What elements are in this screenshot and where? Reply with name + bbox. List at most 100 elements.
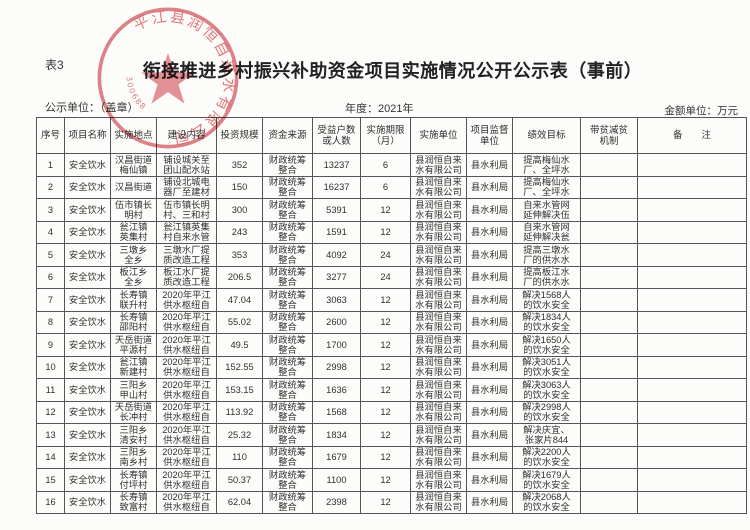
remarks-cell xyxy=(637,423,747,447)
funding-source-cell: 财政统筹 整合 xyxy=(262,265,313,289)
period-cell: 12 xyxy=(360,198,411,222)
table-row: 13 安全饮水 三阳乡 清安村 2020年平江 供水枢纽自 25.32 财政统筹 整合 18… xyxy=(36,423,747,447)
beneficiaries-cell: 1100 xyxy=(312,468,361,492)
investment-scale-cell: 300 xyxy=(216,198,263,222)
publishing-unit-label: 公示单位：（盖章） xyxy=(45,102,139,114)
location-cell: 汉昌街道 xyxy=(110,175,157,199)
investment-scale-cell: 62.04 xyxy=(216,490,263,514)
funding-source-cell: 财政统筹 整合 xyxy=(262,243,313,267)
performance-target-cell: 解决1834人 的饮水安全 xyxy=(512,310,581,334)
funding-source-cell: 财政统筹 整合 xyxy=(262,355,313,379)
construction-content-cell: 三墩水厂提 质改造工程 xyxy=(156,243,217,267)
project-name-cell: 安全饮水 xyxy=(64,333,111,357)
implementing-unit-cell: 县润恒自来 水有限公司 xyxy=(410,378,467,402)
serial-cell: 2 xyxy=(36,175,65,199)
poverty-reduction-mechanism-cell xyxy=(580,175,638,199)
beneficiaries-cell: 16237 xyxy=(312,175,361,199)
table-row: 3 安全饮水 伍市镇长 明村 伍市镇长明 村、三和村 300 财政统筹 整合 5391 12 县… xyxy=(36,198,747,222)
poverty-reduction-mechanism-cell xyxy=(580,468,638,492)
investment-scale-cell: 55.02 xyxy=(216,310,263,334)
table-number-label: 表3 xyxy=(45,58,64,72)
location-cell: 长寿镇 邵阳村 xyxy=(110,310,157,334)
projects-table: 序号 项目名称 实施地点 建设内容 投资规模 资金来源 受益户数 或人数 实施期限 （月） 实施… xyxy=(36,117,747,514)
implementing-unit-cell: 县润恒自来 水有限公司 xyxy=(410,198,467,222)
funding-source-cell: 财政统筹 整合 xyxy=(262,198,313,222)
beneficiaries-cell-header: 受益户数 或人数 xyxy=(312,117,361,154)
serial-cell: 9 xyxy=(36,333,65,357)
beneficiaries-cell: 13237 xyxy=(312,153,361,177)
performance-target-cell: 解决1568人 的饮水安全 xyxy=(512,288,581,312)
implementing-unit-cell: 县润恒自来 水有限公司 xyxy=(410,153,467,177)
project-name-cell: 安全饮水 xyxy=(64,243,111,267)
period-cell: 24 xyxy=(360,265,411,289)
table-header: 序号 项目名称 实施地点 建设内容 投资规模 资金来源 受益户数 或人数 实施期限 （月） 实施… xyxy=(36,117,747,154)
construction-content-cell: 板江水厂提 质改造工程 xyxy=(156,265,217,289)
performance-target-cell: 解决1679人 的饮水安全 xyxy=(512,468,581,492)
period-cell: 12 xyxy=(360,310,411,334)
implementing-unit-cell: 县润恒自来 水有限公司 xyxy=(410,220,467,244)
serial-cell: 3 xyxy=(36,198,65,222)
performance-target-cell: 解决1650人 的饮水安全 xyxy=(512,333,581,357)
location-cell: 瓮江镇 英集村 xyxy=(110,220,157,244)
poverty-reduction-mechanism-cell xyxy=(580,400,638,424)
period-cell: 12 xyxy=(360,378,411,402)
performance-target-cell: 自来水管网 延伸解决瓮 xyxy=(512,220,581,244)
implementing-unit-cell: 县润恒自来 水有限公司 xyxy=(410,423,467,447)
header-row: 序号 项目名称 实施地点 建设内容 投资规模 资金来源 受益户数 或人数 实施期限 （月） 实施… xyxy=(36,117,747,154)
construction-content-cell: 2020年平江 供水枢纽自 xyxy=(156,310,217,334)
beneficiaries-cell: 1568 xyxy=(312,400,361,424)
serial-cell: 8 xyxy=(36,310,65,334)
supervising-unit-cell: 县水利局 xyxy=(466,378,513,402)
investment-scale-cell: 110 xyxy=(216,445,263,469)
remarks-cell xyxy=(637,243,747,267)
poverty-reduction-mechanism-cell xyxy=(580,333,638,357)
remarks-cell xyxy=(637,220,747,244)
serial-cell-header: 序号 xyxy=(36,117,65,154)
table-row: 2 安全饮水 汉昌街道 铺设北城电 器厂至建材 150 财政统筹 整合 16237 6 县润恒自… xyxy=(36,175,747,199)
remarks-cell xyxy=(637,355,747,379)
performance-target-cell: 自来水管网 延伸解决伍 xyxy=(512,198,581,222)
table-row: 12 安全饮水 天岳街道 长冲村 2020年平江 供水枢纽自 113.92 财政统筹 整合… xyxy=(36,400,747,424)
implementing-unit-cell: 县润恒自来 水有限公司 xyxy=(410,243,467,267)
location-cell: 三阳乡 甲山村 xyxy=(110,378,157,402)
remarks-cell xyxy=(637,153,747,177)
investment-scale-cell: 113.92 xyxy=(216,400,263,424)
location-cell: 长寿镇 联升村 xyxy=(110,288,157,312)
location-cell: 天岳街道 长冲村 xyxy=(110,400,157,424)
investment-scale-cell: 243 xyxy=(216,220,263,244)
poverty-reduction-mechanism-cell xyxy=(580,445,638,469)
period-cell: 12 xyxy=(360,445,411,469)
year-label: 年度：2021年 xyxy=(345,103,414,115)
beneficiaries-cell: 1636 xyxy=(312,378,361,402)
construction-content-cell: 2020年平江 供水枢纽自 xyxy=(156,288,217,312)
table-row: 16 安全饮水 长寿镇 致富村 2020年平江 供水枢纽自 62.04 财政统筹 整合 23… xyxy=(36,490,747,514)
funding-source-cell: 财政统筹 整合 xyxy=(262,400,313,424)
implementing-unit-cell-header: 实施单位 xyxy=(410,117,467,154)
funding-source-cell: 财政统筹 整合 xyxy=(262,490,313,514)
table-row: 6 安全饮水 板江乡 全乡 板江水厂提 质改造工程 206.5 财政统筹 整合 3277 24… xyxy=(36,265,747,289)
project-name-cell: 安全饮水 xyxy=(64,310,111,334)
supervising-unit-cell: 县水利局 xyxy=(466,288,513,312)
table-row: 9 安全饮水 天岳街道 平源村 2020年平江 供水枢纽自 49.5 财政统筹 整合 170… xyxy=(36,333,747,357)
project-name-cell: 安全饮水 xyxy=(64,400,111,424)
poverty-reduction-mechanism-cell xyxy=(580,288,638,312)
supervising-unit-cell: 县水利局 xyxy=(466,175,513,199)
remarks-cell xyxy=(637,490,747,514)
table-row: 11 安全饮水 三阳乡 甲山村 2020年平江 供水枢纽自 153.15 财政统筹 整合 1… xyxy=(36,378,747,402)
beneficiaries-cell: 3277 xyxy=(312,265,361,289)
location-cell: 长寿镇 付坪村 xyxy=(110,468,157,492)
investment-scale-cell: 150 xyxy=(216,175,263,199)
supervising-unit-cell: 县水利局 xyxy=(466,423,513,447)
supervising-unit-cell: 县水利局 xyxy=(466,445,513,469)
funding-source-cell: 财政统筹 整合 xyxy=(262,333,313,357)
implementing-unit-cell: 县润恒自来 水有限公司 xyxy=(410,265,467,289)
serial-cell: 13 xyxy=(36,423,65,447)
remarks-cell-header: 备 注 xyxy=(637,117,747,154)
project-name-cell: 安全饮水 xyxy=(64,445,111,469)
performance-target-cell: 解决2200人 的饮水安全 xyxy=(512,445,581,469)
project-name-cell: 安全饮水 xyxy=(64,378,111,402)
remarks-cell xyxy=(637,288,747,312)
investment-scale-cell: 353 xyxy=(216,243,263,267)
poverty-reduction-mechanism-cell xyxy=(580,423,638,447)
investment-scale-cell: 25.32 xyxy=(216,423,263,447)
